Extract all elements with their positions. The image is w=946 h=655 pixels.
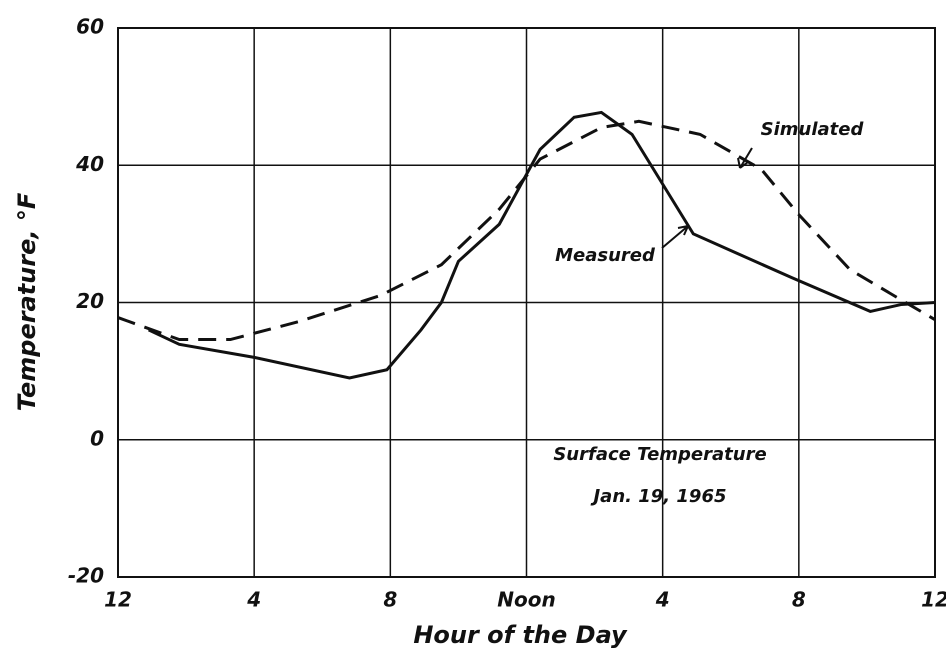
x-axis-label: Hour of the Day (413, 621, 628, 649)
y-axis-label: Temperature, °F (13, 192, 41, 411)
y-tick-label: 60 (76, 15, 104, 39)
annotation: Jan. 19, 1965 (590, 486, 726, 507)
y-tick-label: 40 (75, 152, 104, 176)
x-tick-label: 4 (246, 588, 261, 612)
y-tick-label: 20 (76, 289, 104, 313)
y-tick-label: -20 (68, 564, 104, 588)
legend-label: Simulated (761, 119, 865, 140)
x-tick-label: 12 (921, 588, 946, 612)
line-series (147, 110, 936, 380)
x-tick-label: Noon (497, 588, 555, 612)
annotation: Surface Temperature (553, 444, 766, 465)
x-tick-label: 12 (104, 588, 132, 612)
x-tick-label: 8 (383, 588, 397, 612)
line-series (117, 119, 936, 342)
x-tick-label: 4 (655, 588, 670, 612)
annotation-arrow (661, 225, 689, 249)
legend-label: Measured (555, 245, 656, 266)
x-tick-label: 8 (792, 588, 806, 612)
y-tick-label: 0 (90, 426, 104, 450)
